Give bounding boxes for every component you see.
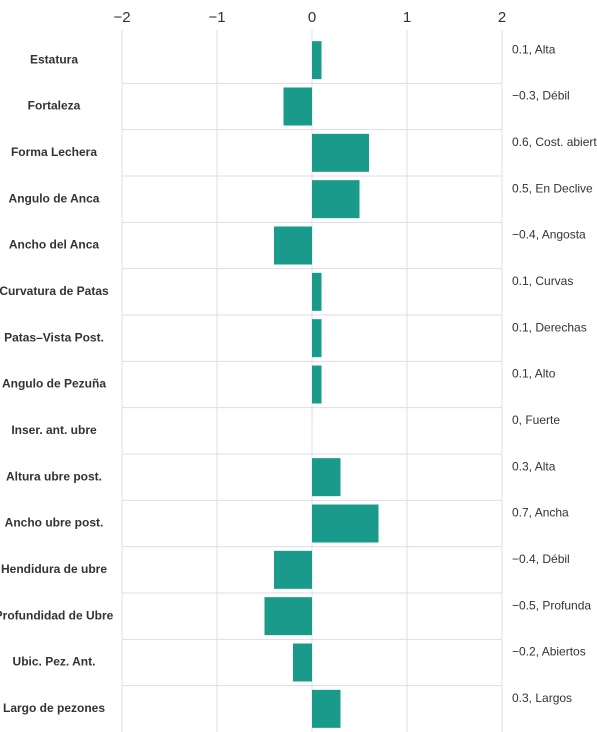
x-tick-label: −2	[113, 9, 130, 26]
bar	[312, 41, 322, 80]
bar	[312, 319, 322, 358]
row-label: Ubic. Pez. Ant.	[13, 655, 96, 669]
value-label: 0.3, Largos	[512, 691, 572, 705]
value-label: −0.5, Profunda	[512, 598, 591, 612]
row-label: Inser. ant. ubre	[11, 423, 97, 437]
bar	[264, 597, 312, 636]
row-label: Altura ubre post.	[6, 469, 102, 483]
row-label: Fortaleza	[28, 99, 81, 113]
bar	[274, 550, 312, 589]
row-label: Patas–Vista Post.	[4, 330, 104, 344]
bar	[312, 133, 369, 172]
row-label: Largo de pezones	[3, 701, 105, 715]
grid-lines	[121, 30, 503, 732]
bar	[312, 458, 341, 497]
bar	[283, 87, 312, 126]
value-label: −0.4, Angosta	[512, 228, 586, 242]
bar	[312, 272, 322, 311]
value-label: −0.2, Abiertos	[512, 645, 586, 659]
value-label: 0.1, Alto	[512, 367, 556, 381]
x-tick-label: −1	[208, 9, 225, 26]
value-label: −0.3, Débil	[512, 89, 570, 103]
row-label: Profundidad de Ubre	[0, 608, 114, 622]
bar	[293, 643, 312, 682]
bars	[264, 41, 379, 728]
bar	[312, 180, 360, 219]
x-tick-label: 0	[308, 9, 316, 26]
row-label: Ancho del Anca	[9, 238, 100, 252]
row-label: Ancho ubre post.	[5, 516, 104, 530]
value-label: 0.6, Cost. abierto	[512, 135, 597, 149]
value-label: −0.4, Débil	[512, 552, 570, 566]
row-label: Hendidura de ubre	[1, 562, 107, 576]
row-label: Angulo de Pezuña	[2, 377, 106, 391]
x-tick-label: 2	[498, 9, 506, 26]
row-label: Forma Lechera	[11, 145, 97, 159]
value-label: 0.5, En Declive	[512, 181, 593, 195]
row-label: Angulo de Anca	[9, 191, 100, 205]
value-label: 0.1, Curvas	[512, 274, 573, 288]
value-label: 0.1, Alta	[512, 42, 556, 56]
value-label: 0.1, Derechas	[512, 320, 587, 334]
row-labels: Estatura Fortaleza Forma Lechera Angulo de …	[0, 52, 114, 715]
x-axis-ticks: −2 −1 0 1 2	[113, 9, 506, 26]
x-tick-label: 1	[403, 9, 411, 26]
value-label: 0.7, Ancha	[512, 506, 569, 520]
bar	[312, 365, 322, 404]
row-label: Estatura	[30, 52, 78, 66]
bar	[274, 226, 312, 265]
value-label: 0.3, Alta	[512, 459, 556, 473]
row-label: Curvatura de Patas	[0, 284, 109, 298]
bar	[312, 504, 379, 543]
value-label: 0, Fuerte	[512, 413, 560, 427]
value-labels: 0.1, Alta −0.3, Débil 0.6, Cost. abierto 0.…	[512, 42, 597, 705]
bar	[312, 689, 341, 728]
